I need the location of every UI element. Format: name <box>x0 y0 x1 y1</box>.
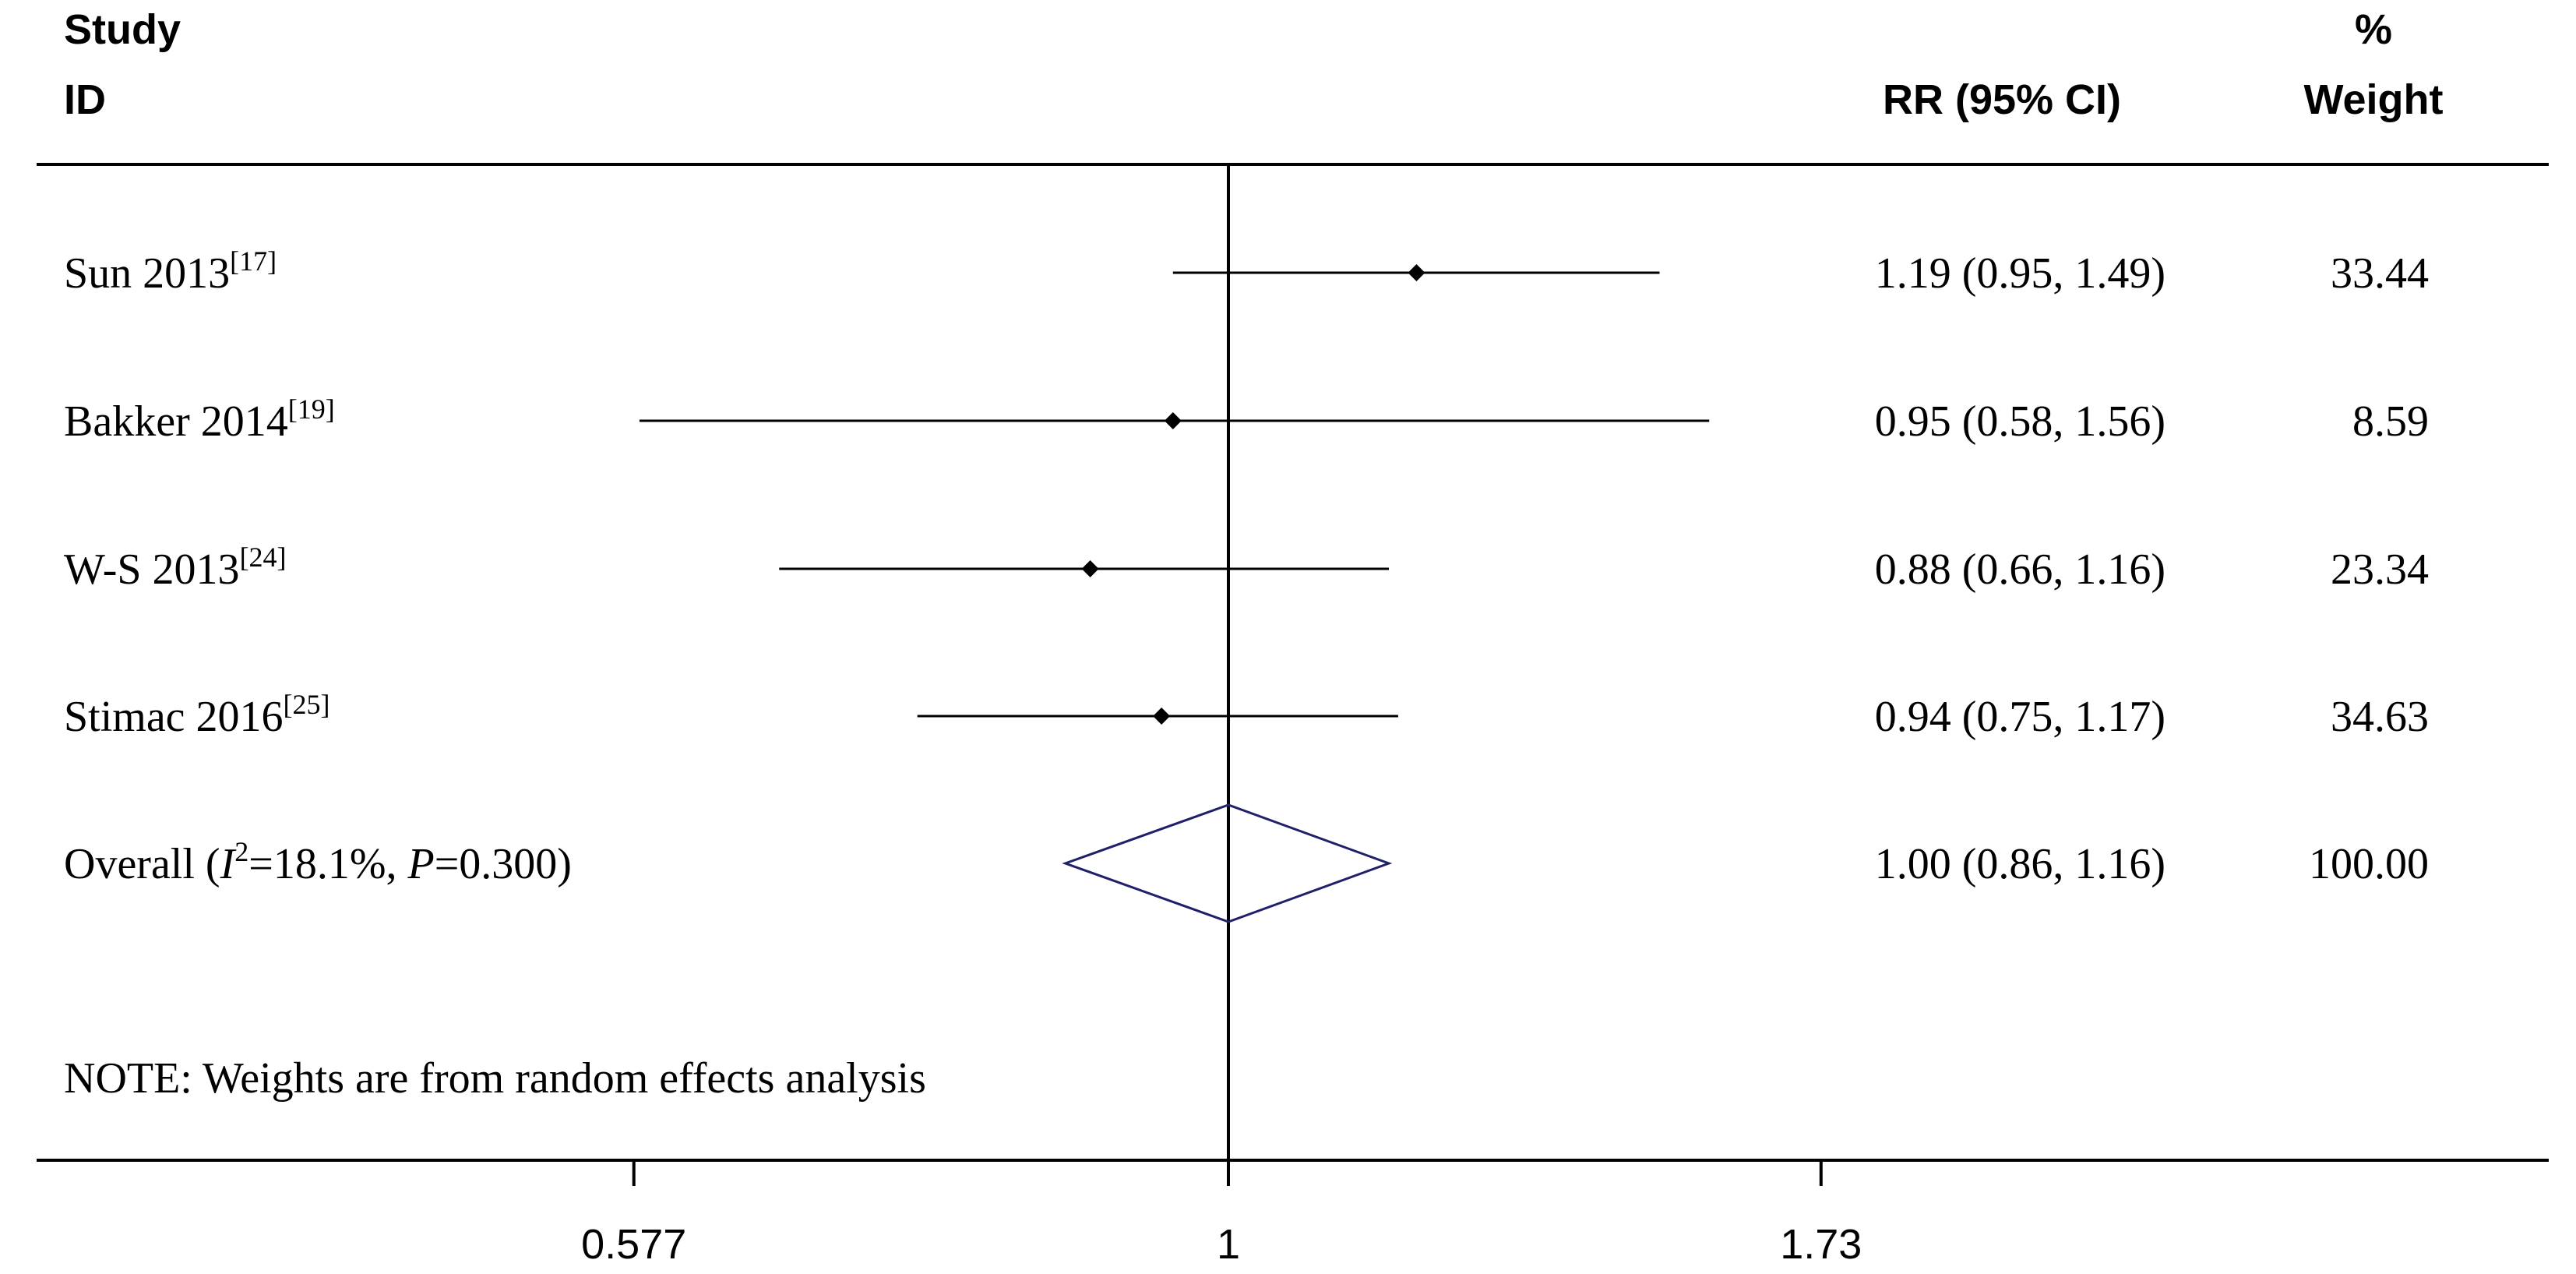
rr-ci-value: 1.19 (0.95, 1.49) <box>1875 249 2165 298</box>
rr-ci-value: 0.95 (0.58, 1.56) <box>1875 397 2165 446</box>
i2-value: =18.1%, <box>248 840 407 888</box>
p-value: =0.300) <box>435 840 572 888</box>
study-label: Sun 2013[17] <box>64 245 277 298</box>
overall-diamond <box>1062 803 1393 923</box>
study-row: W-S 2013[24] 0.88 (0.66, 1.16) 23.34 <box>64 542 2429 594</box>
overall-weight-value: 100.00 <box>2309 840 2429 888</box>
rr-ci-value: 0.88 (0.66, 1.16) <box>1875 545 2165 594</box>
header-rr-ci: RR (95% CI) <box>1883 76 2121 123</box>
header-study: Study <box>64 6 181 53</box>
point-estimate <box>1164 412 1182 429</box>
study-label: W-S 2013[24] <box>64 542 287 594</box>
note-text: NOTE: Weights are from random effects an… <box>64 1054 926 1103</box>
x-tick-label: 1 <box>1217 1221 1240 1268</box>
weight-value: 33.44 <box>2331 249 2429 298</box>
study-reference: [19] <box>288 393 335 425</box>
header-id: ID <box>64 76 106 123</box>
point-estimate <box>1081 560 1099 577</box>
study-row: Sun 2013[17] 1.19 (0.95, 1.49) 33.44 <box>64 245 2429 298</box>
weight-value: 23.34 <box>2331 545 2429 594</box>
study-name: Bakker 2014 <box>64 397 288 446</box>
point-estimate <box>1408 264 1425 281</box>
study-name: W-S 2013 <box>64 545 240 594</box>
study-reference: [25] <box>284 689 330 720</box>
overall-row: Overall (I2=18.1%, P=0.300) 1.00 (0.86, 1… <box>64 803 2429 923</box>
study-reference: [17] <box>230 245 277 277</box>
i2-symbol: I <box>220 840 237 888</box>
header-weight: Weight <box>2304 76 2444 123</box>
overall-label: Overall (I2=18.1%, P=0.300) <box>64 836 572 888</box>
overall-rr-ci-value: 1.00 (0.86, 1.16) <box>1875 840 2165 888</box>
weight-value: 8.59 <box>2352 397 2429 446</box>
rr-ci-value: 0.94 (0.75, 1.17) <box>1875 693 2165 741</box>
study-row: Bakker 2014[19] 0.95 (0.58, 1.56) 8.59 <box>64 393 2429 446</box>
weight-value: 34.63 <box>2331 693 2429 741</box>
i2-superscript: 2 <box>234 836 248 867</box>
study-reference: [24] <box>240 542 287 573</box>
x-tick-label: 0.577 <box>581 1221 686 1268</box>
point-estimate <box>1153 708 1171 725</box>
study-name: Stimac 2016 <box>64 693 284 741</box>
study-label: Bakker 2014[19] <box>64 393 335 446</box>
p-symbol: P <box>407 840 434 888</box>
study-row: Stimac 2016[25] 0.94 (0.75, 1.17) 34.63 <box>64 689 2429 741</box>
study-label: Stimac 2016[25] <box>64 689 330 741</box>
header-percent: % <box>2355 6 2392 53</box>
overall-prefix: Overall ( <box>64 840 220 888</box>
study-name: Sun 2013 <box>64 249 230 298</box>
x-tick-label: 1.73 <box>1780 1221 1862 1268</box>
